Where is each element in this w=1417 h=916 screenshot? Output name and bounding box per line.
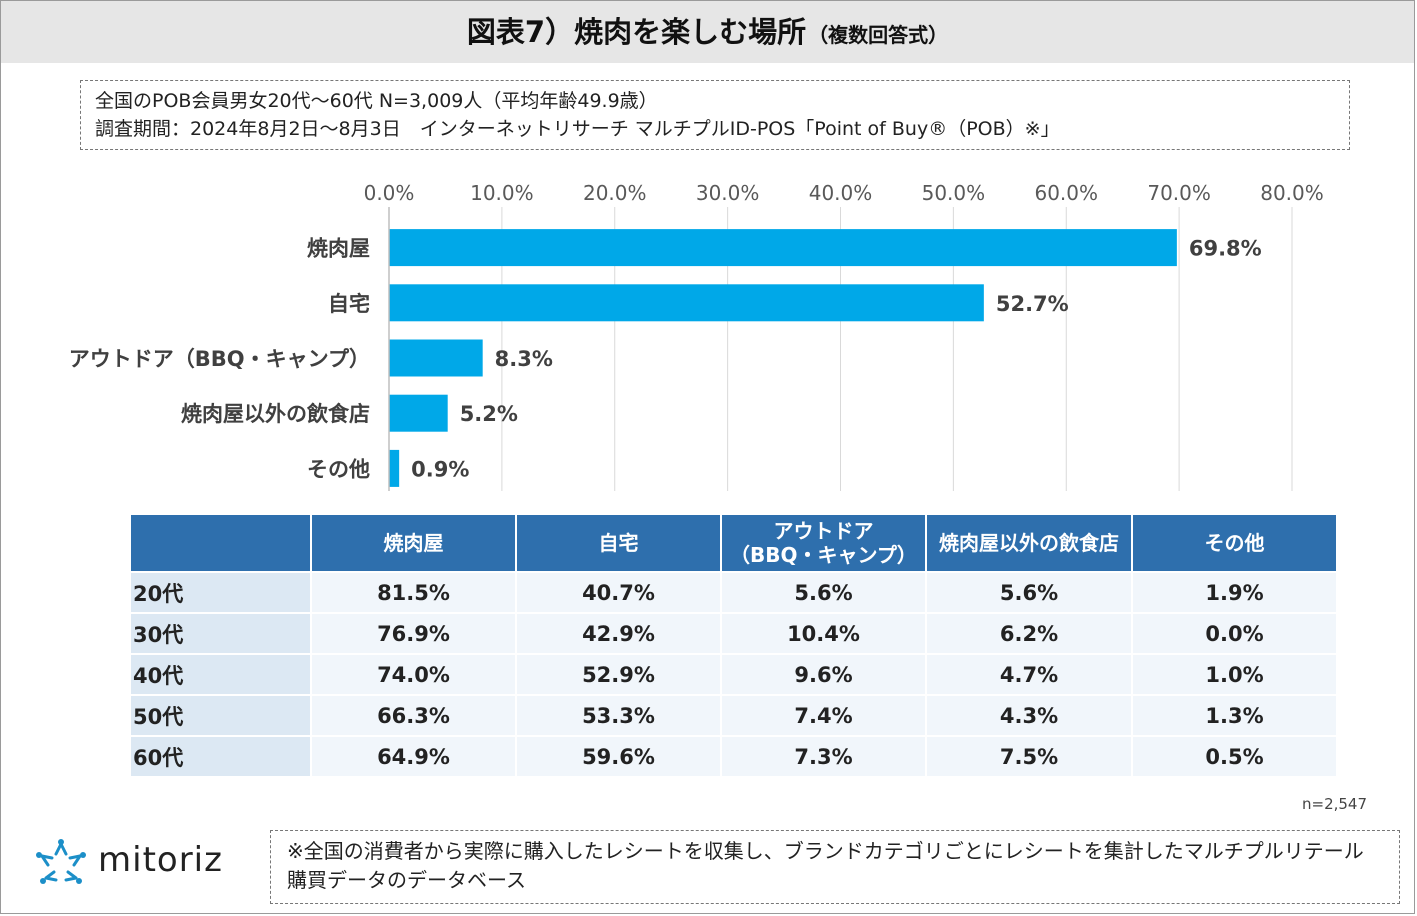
sample-size-note: n=2,547 (1302, 795, 1368, 813)
mitoriz-logo: mitoriz (28, 832, 268, 898)
x-tick-label: 60.0% (1034, 181, 1098, 205)
table-row: 60代 64.9% 59.6% 7.3% 7.5% 0.5% (129, 735, 1338, 778)
table-cell: 0.5% (1131, 735, 1338, 778)
bar (389, 284, 984, 322)
x-tick-label: 10.0% (470, 181, 534, 205)
survey-info-line-2: 調査期間：2024年8月2日～8月3日 インターネットリサーチ マルチプルID-… (95, 118, 1060, 140)
x-tick-label: 80.0% (1260, 181, 1324, 205)
table-cell: 81.5% (310, 571, 517, 614)
table-row: 20代 81.5% 40.7% 5.6% 5.6% 1.9% (129, 571, 1338, 614)
bar (389, 339, 483, 377)
table-cell: 7.5% (925, 735, 1133, 778)
bar (389, 229, 1177, 267)
table-cell: 52.9% (515, 653, 722, 696)
bar-value-label: 0.9% (411, 457, 469, 481)
logo-mark-icon (36, 839, 86, 884)
logo-text: mitoriz (98, 840, 223, 880)
survey-info-line-1: 全国のPOB会員男女20代～60代 N=3,009人（平均年齢49.9歳） (95, 90, 658, 112)
table-cell: 5.6% (925, 571, 1133, 614)
table-cell: 76.9% (310, 612, 517, 655)
table-cell: 42.9% (515, 612, 722, 655)
x-tick-label: 70.0% (1147, 181, 1211, 205)
table-cell: 7.4% (720, 694, 927, 737)
bar-value-label: 52.7% (996, 292, 1069, 316)
chart-subtitle: （複数回答式） (808, 23, 949, 47)
table-header-cell: 自宅 (515, 513, 722, 573)
table-header-cell: アウトドア （BBQ・キャンプ） (720, 513, 927, 573)
table-body: 20代 81.5% 40.7% 5.6% 5.6% 1.9% 30代 76.9% 42.9% 10… (129, 571, 1338, 778)
category-label: 自宅 (328, 292, 370, 316)
chart-title: 図表7）焼肉を楽しむ場所 (466, 15, 807, 49)
bar-value-label: 8.3% (495, 347, 553, 371)
table-row-label: 50代 (129, 694, 312, 737)
table-corner-cell (129, 513, 312, 573)
table-row: 50代 66.3% 53.3% 7.4% 4.3% 1.3% (129, 694, 1338, 737)
bar (389, 394, 448, 432)
table-row: 30代 76.9% 42.9% 10.4% 6.2% 0.0% (129, 612, 1338, 655)
table-header-cell: 焼肉屋 (310, 513, 517, 573)
bar-chart: 0.0% 10.0% 20.0% 30.0% 40.0% 50.0% 60.0% 70.0% 8… (69, 181, 1324, 491)
table-cell: 0.0% (1131, 612, 1338, 655)
table-cell: 5.6% (720, 571, 927, 614)
table-cell: 74.0% (310, 653, 517, 696)
table-row-label: 30代 (129, 612, 312, 655)
table-cell: 1.0% (1131, 653, 1338, 696)
table-cell: 1.9% (1131, 571, 1338, 614)
table-cell: 6.2% (925, 612, 1133, 655)
x-tick-label: 50.0% (922, 181, 986, 205)
category-label: その他 (307, 457, 370, 481)
table-cell: 64.9% (310, 735, 517, 778)
x-tick-label: 40.0% (809, 181, 873, 205)
table-row-label: 20代 (129, 571, 312, 614)
x-tick-label: 0.0% (364, 181, 415, 205)
x-tick-label: 20.0% (583, 181, 647, 205)
table-header-cell: その他 (1131, 513, 1338, 573)
table-cell: 4.3% (925, 694, 1133, 737)
table-cell: 1.3% (1131, 694, 1338, 737)
table-row-label: 60代 (129, 735, 312, 778)
survey-info-box: 全国のPOB会員男女20代～60代 N=3,009人（平均年齢49.9歳） 調査… (80, 80, 1350, 150)
bar-value-label: 69.8% (1189, 237, 1262, 261)
table-cell: 53.3% (515, 694, 722, 737)
table-row-label: 40代 (129, 653, 312, 696)
x-tick-label: 30.0% (696, 181, 760, 205)
table-cell: 10.4% (720, 612, 927, 655)
table-row: 40代 74.0% 52.9% 9.6% 4.7% 1.0% (129, 653, 1338, 696)
table-cell: 4.7% (925, 653, 1133, 696)
table-cell: 9.6% (720, 653, 927, 696)
table-header-row: 焼肉屋 自宅 アウトドア （BBQ・キャンプ） 焼肉屋以外の飲食店 その他 (129, 513, 1338, 573)
footnote-box: ※全国の消費者から実際に購入したレシートを収集し、ブランドカテゴリごとにレシート… (270, 830, 1400, 904)
table-cell: 7.3% (720, 735, 927, 778)
title-bar: 図表7）焼肉を楽しむ場所 （複数回答式） (1, 1, 1414, 63)
age-breakdown-table: 焼肉屋 自宅 アウトドア （BBQ・キャンプ） 焼肉屋以外の飲食店 その他 20代 81.5… (129, 513, 1338, 778)
bar-value-label: 5.2% (460, 402, 518, 426)
category-label: アウトドア（BBQ・キャンプ） (69, 347, 370, 371)
category-label: 焼肉屋 (307, 237, 370, 261)
table-cell: 59.6% (515, 735, 722, 778)
table-cell: 66.3% (310, 694, 517, 737)
category-label: 焼肉屋以外の飲食店 (181, 402, 370, 426)
table-cell: 40.7% (515, 571, 722, 614)
bar (389, 449, 400, 487)
table-header-cell: 焼肉屋以外の飲食店 (925, 513, 1133, 573)
